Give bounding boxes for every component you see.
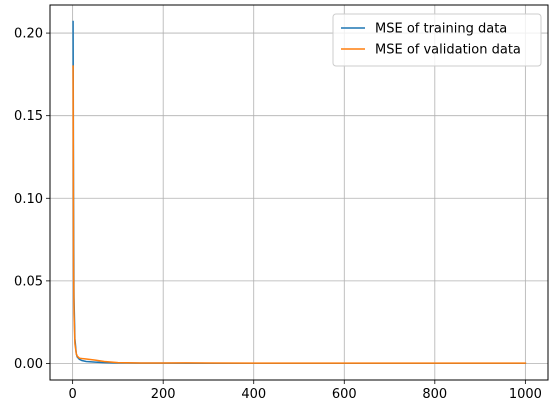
x-axis-ticks: 0 200 400 600 800 1000 [68,380,542,402]
x-tick-label: 600 [332,387,357,402]
legend-label: MSE of training data [375,22,507,37]
y-tick-label: 0.15 [14,109,43,124]
x-tick-label: 0 [68,387,76,402]
x-tick-label: 1000 [509,387,542,402]
plot-area-background [50,5,548,380]
x-tick-label: 800 [422,387,447,402]
x-tick-label: 400 [241,387,266,402]
data-series [72,20,527,365]
legend-label: MSE of validation data [375,43,521,58]
y-tick-label: 0.05 [14,274,43,289]
legend: MSE of training data MSE of validation da… [332,13,542,67]
y-tick-label: 0.00 [14,357,43,372]
x-tick-label: 200 [151,387,176,402]
y-tick-label: 0.20 [14,27,43,42]
y-tick-label: 0.10 [14,192,43,207]
legend-box [332,13,542,67]
y-axis-ticks: 0.00 0.05 0.10 0.15 0.20 [14,27,50,372]
series-line-validation [72,65,527,364]
plot-area-frame [49,4,549,381]
